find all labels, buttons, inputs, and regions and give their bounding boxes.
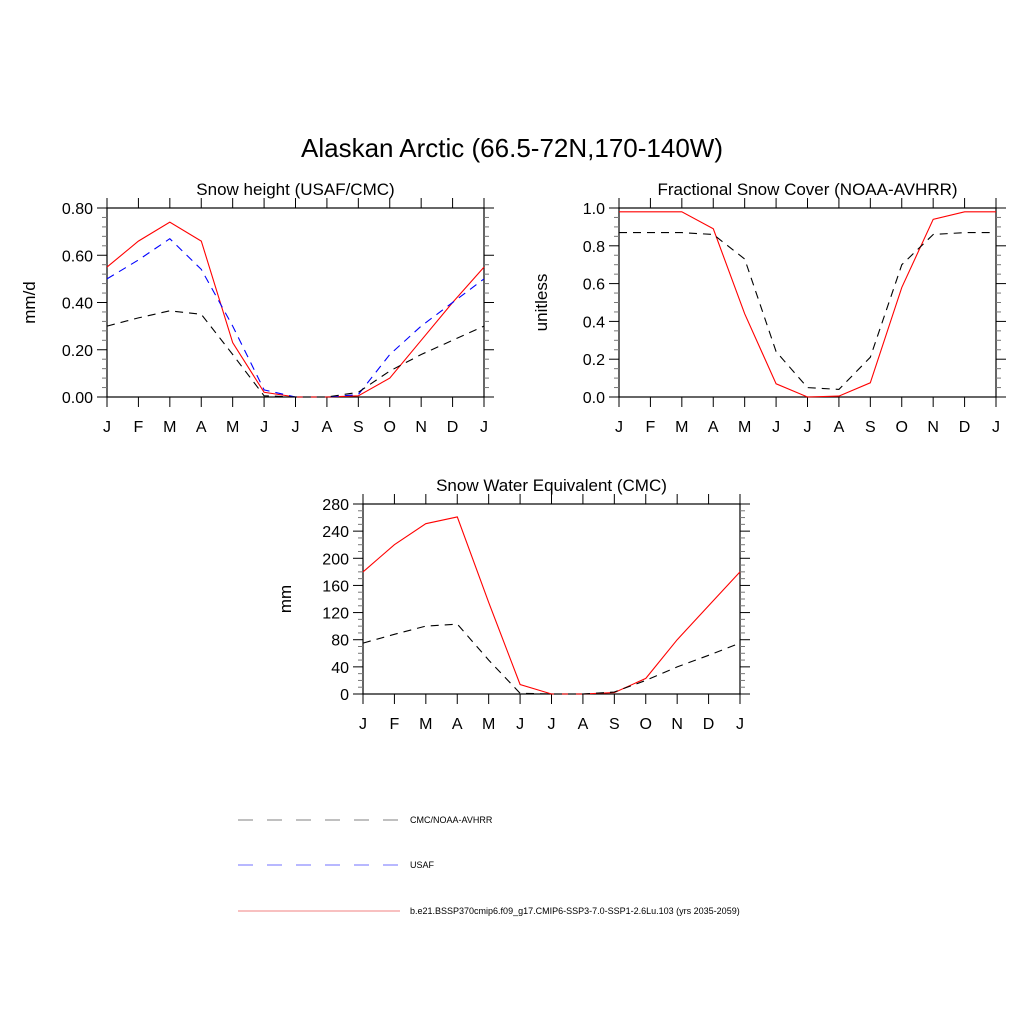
y-tick-label: 0.40 (62, 296, 93, 313)
x-tick-label: M (226, 419, 239, 436)
series-line-2 (362, 623, 741, 695)
x-tick-label: J (548, 716, 556, 733)
y-tick-label: 0.60 (62, 248, 93, 265)
y-tick-label: 120 (322, 606, 349, 623)
x-tick-label: M (482, 716, 495, 733)
x-tick-label: D (703, 716, 715, 733)
legend-label-usaf: USAF (410, 860, 435, 870)
y-tick-label: 160 (322, 578, 349, 595)
x-tick-label: A (196, 419, 207, 436)
plot-frame (618, 207, 997, 398)
x-tick-label: J (359, 716, 367, 733)
x-tick-label: F (646, 419, 656, 436)
y-tick-label: 240 (322, 524, 349, 541)
legend-label-cmc: CMC/NOAA-AVHRR (410, 815, 493, 825)
x-tick-label: M (419, 716, 432, 733)
x-tick-label: S (865, 419, 876, 436)
x-tick-label: A (708, 419, 719, 436)
y-tick-label: 1.0 (583, 201, 605, 218)
series-line-2 (619, 232, 996, 390)
series-line-1 (619, 211, 996, 398)
x-tick-label: A (834, 419, 845, 436)
panel-1: Snow height (USAF/CMC)mm/dJ F M A M J J A S O N D J0… (20, 180, 494, 436)
panel-title: Snow Water Equivalent (CMC) (436, 476, 667, 495)
y-tick-label: 0.00 (62, 390, 93, 407)
y-tick-label: 280 (322, 497, 349, 514)
x-tick-label: O (640, 716, 652, 733)
x-tick-label: J (292, 419, 300, 436)
panel-2: Fractional Snow Cover (NOAA-AVHRR) unitle… (532, 180, 1006, 436)
x-tick-label: F (390, 716, 400, 733)
x-tick-label: J (516, 716, 524, 733)
series-line-2 (106, 237, 485, 398)
series-line-1 (106, 221, 485, 398)
x-tick-label: J (736, 716, 744, 733)
figure-title: Alaskan Arctic (66.5-72N,170-140W) (301, 133, 723, 163)
x-tick-label: O (384, 419, 396, 436)
legend-label-model: b.e21.BSSP370cmip6.f09_g17.CMIP6-SSP3-7.… (410, 906, 740, 916)
panel-title: Snow height (USAF/CMC) (196, 180, 394, 199)
y-axis-label: unitless (532, 274, 551, 332)
y-tick-label: 0.2 (583, 352, 605, 369)
x-tick-label: J (103, 419, 111, 436)
y-tick-label: 0.6 (583, 277, 605, 294)
panels: Snow height (USAF/CMC)mm/dJ F M A M J J A S O N D J0… (20, 180, 1006, 733)
y-tick-label: 80 (331, 633, 349, 650)
x-tick-label: N (415, 419, 427, 436)
x-tick-label: J (804, 419, 812, 436)
y-tick-label: 0.0 (583, 390, 605, 407)
x-tick-label: A (322, 419, 333, 436)
y-tick-label: 200 (322, 551, 349, 568)
y-tick-label: 0.80 (62, 201, 93, 218)
y-tick-label: 0 (340, 687, 349, 704)
plot-frame (106, 207, 485, 398)
series-line-3 (106, 310, 485, 398)
x-tick-label: J (772, 419, 780, 436)
x-tick-label: S (609, 716, 620, 733)
y-tick-label: 40 (331, 660, 349, 677)
x-tick-label: D (447, 419, 459, 436)
y-tick-label: 0.20 (62, 343, 93, 360)
plot-frame (362, 503, 741, 695)
x-tick-label: J (260, 419, 268, 436)
x-tick-label: A (452, 716, 463, 733)
x-tick-label: J (992, 419, 1000, 436)
x-tick-label: J (480, 419, 488, 436)
panel-3: Snow Water Equivalent (CMC) mm J F M A M J J A S O N… (276, 476, 750, 733)
panel-title: Fractional Snow Cover (NOAA-AVHRR) (657, 180, 957, 199)
y-axis-label: mm/d (20, 281, 39, 324)
series-line-1 (362, 516, 741, 695)
x-tick-label: A (578, 716, 589, 733)
x-tick-label: M (738, 419, 751, 436)
y-axis-label: mm (276, 585, 295, 613)
y-tick-label: 0.8 (583, 239, 605, 256)
x-tick-label: F (134, 419, 144, 436)
x-tick-label: M (163, 419, 176, 436)
x-tick-label: M (675, 419, 688, 436)
x-tick-label: N (671, 716, 683, 733)
x-tick-label: J (615, 419, 623, 436)
x-tick-label: O (896, 419, 908, 436)
legend: CMC/NOAA-AVHRR USAF b.e21.BSSP370cmip6.f… (238, 815, 740, 916)
y-tick-label: 0.4 (583, 314, 605, 331)
x-tick-label: D (959, 419, 971, 436)
x-tick-label: S (353, 419, 364, 436)
x-tick-label: N (927, 419, 939, 436)
